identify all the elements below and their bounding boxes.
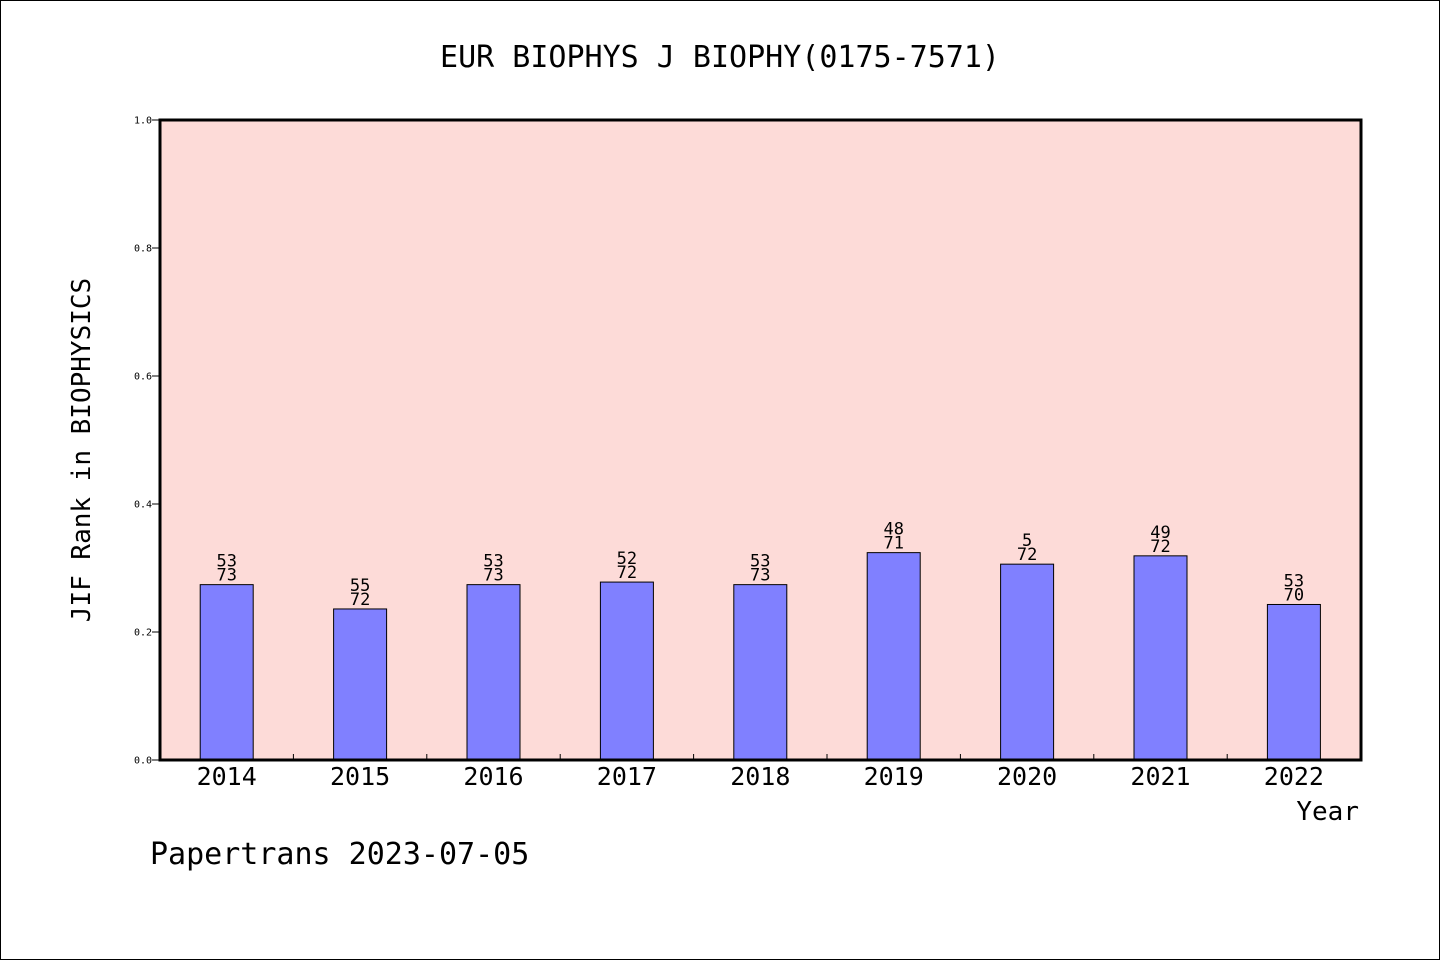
bar-2020 <box>1000 563 1055 761</box>
bar-2015 <box>333 608 388 761</box>
x-tick-label-2021: 2021 <box>1130 762 1190 791</box>
bar-label-rank-2019: 48 <box>883 520 903 540</box>
bar-2019 <box>866 552 921 761</box>
bar-label-rank-2020: 5 <box>1022 531 1032 551</box>
x-tick-label-2017: 2017 <box>597 762 657 791</box>
y-axis-ticks: 0.0 0.2 0.4 0.6 0.8 1.0 <box>134 116 160 767</box>
x-tick-label-2018: 2018 <box>730 762 790 791</box>
bar-label-total-2019: 71 <box>883 534 903 554</box>
footer-text: Papertrans 2023-07-05 <box>150 837 529 872</box>
x-tick-label-2016: 2016 <box>463 762 523 791</box>
bar-label-rank-2014: 53 <box>216 552 236 572</box>
bars-group <box>199 552 1321 761</box>
bar-2018 <box>733 584 788 761</box>
bar-2022 <box>1266 603 1321 761</box>
bar-2014 <box>199 584 254 761</box>
bar-label-rank-2016: 53 <box>483 552 503 572</box>
x-tick-label-2020: 2020 <box>997 762 1057 791</box>
bar-label-total-2016: 73 <box>483 566 503 586</box>
y-tick-label: 0.6 <box>134 372 152 383</box>
bar-2016 <box>466 584 521 761</box>
y-tick-label: 1.0 <box>134 116 152 127</box>
x-tick-label-2014: 2014 <box>197 762 257 791</box>
y-axis-label: JIF Rank in BIOPHYSICS <box>67 278 97 622</box>
bar-label-rank-2017: 52 <box>617 549 637 569</box>
bar-2017 <box>599 581 654 761</box>
chart-title: EUR BIOPHYS J BIOPHY(0175-7571) <box>440 40 1000 75</box>
x-axis-label: Year <box>1296 797 1359 827</box>
bar-label-rank-2015: 55 <box>350 576 370 596</box>
x-tick-label-2015: 2015 <box>330 762 390 791</box>
bar-label-total-2018: 73 <box>750 566 770 586</box>
y-tick-label: 0.8 <box>134 244 152 255</box>
bar-label-total-2022: 70 <box>1284 585 1304 605</box>
y-tick-label: 0.2 <box>134 628 152 639</box>
bar-label-total-2021: 72 <box>1150 537 1170 557</box>
bar-label-total-2015: 72 <box>350 590 370 610</box>
bar-label-total-2017: 72 <box>617 563 637 583</box>
bar-label-total-2020: 72 <box>1017 545 1037 565</box>
x-axis-ticks: 2014 2015 2016 2017 2018 2019 2020 2021 2022 <box>197 754 1324 791</box>
x-tick-label-2019: 2019 <box>864 762 924 791</box>
plot-border <box>158 118 1363 762</box>
bar-label-rank-2018: 53 <box>750 552 770 572</box>
bar-label-total-2014: 73 <box>216 566 236 586</box>
y-tick-label: 0.0 <box>134 756 152 767</box>
bar-label-rank-2021: 49 <box>1150 523 1170 543</box>
y-tick-label: 0.4 <box>134 500 152 511</box>
bar-2021 <box>1133 555 1188 761</box>
bar-label-rank-2022: 53 <box>1284 571 1304 591</box>
x-tick-label-2022: 2022 <box>1264 762 1324 791</box>
